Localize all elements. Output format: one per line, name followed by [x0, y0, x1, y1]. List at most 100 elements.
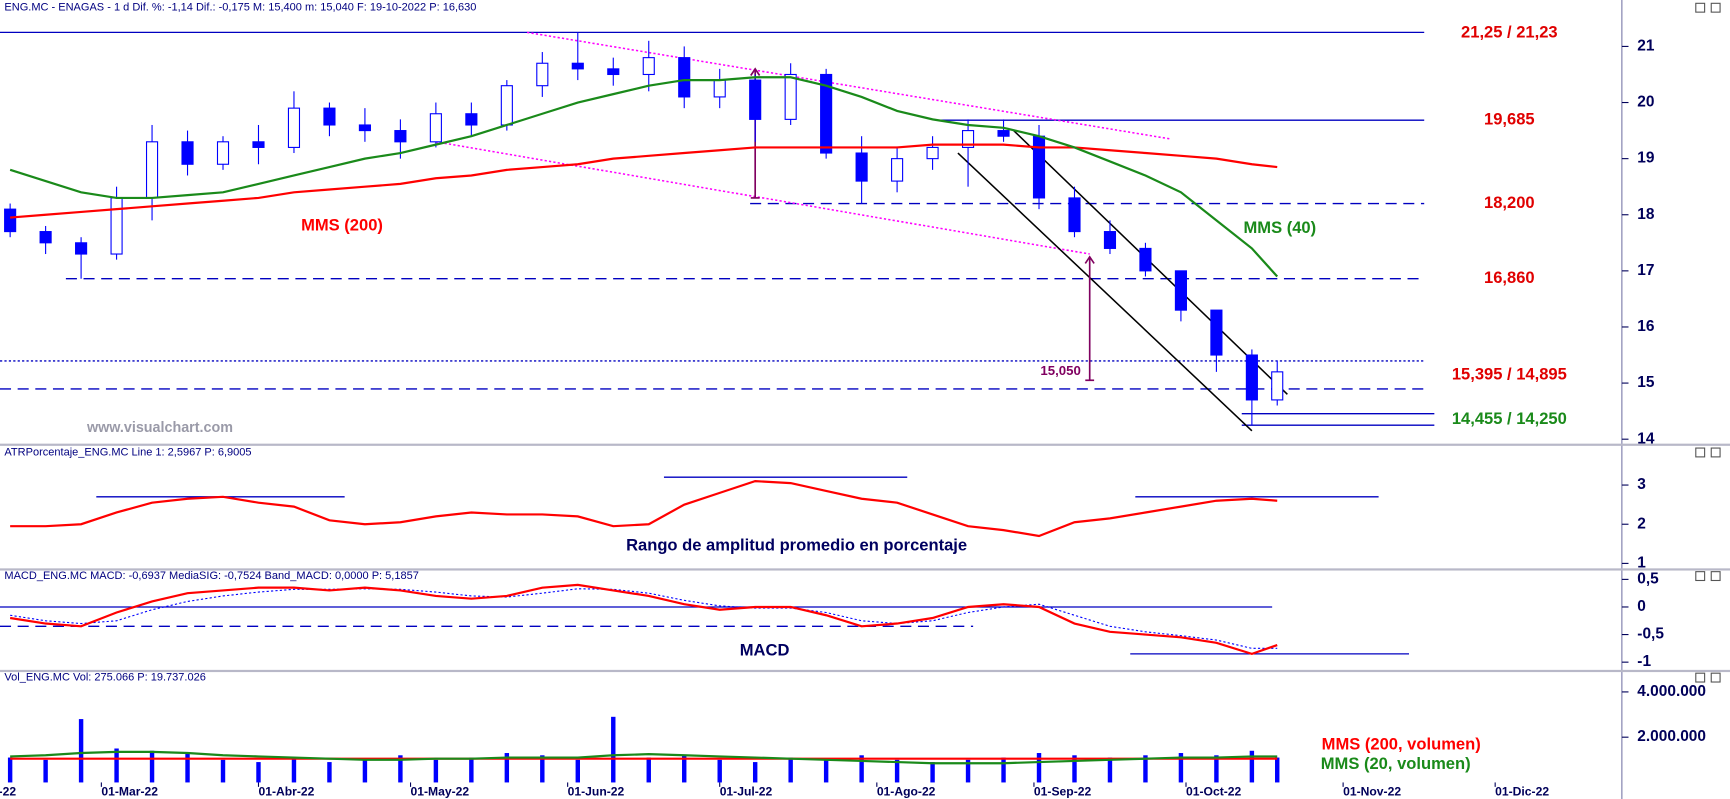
arrow-label: 15,050: [1040, 363, 1080, 378]
close-button[interactable]: [1710, 2, 1721, 13]
y-tick-label: 15: [1637, 374, 1655, 391]
level-label: 14,455 / 14,250: [1452, 409, 1567, 428]
candle-body: [500, 85, 513, 126]
x-tick-label: 01-Feb-22: [0, 785, 16, 799]
candle-body: [429, 113, 442, 143]
candle-body: [642, 57, 655, 76]
volume-bar: [1275, 757, 1280, 783]
x-tick-label: 01-Sep-22: [1034, 785, 1092, 799]
x-tick-label: 01-Oct-22: [1186, 785, 1242, 799]
y-tick-label: 21: [1637, 37, 1655, 54]
candle-body: [926, 146, 939, 160]
volume-bar: [1072, 755, 1077, 783]
x-tick-label: 01-Jul-22: [720, 785, 773, 799]
volume-bar: [7, 757, 13, 783]
volume-bar: [185, 753, 190, 783]
volume-bar: [930, 762, 935, 783]
candle-body: [713, 79, 726, 98]
line-series: [10, 480, 1278, 538]
volume-bar: [859, 755, 864, 783]
trend-line: [435, 141, 1090, 255]
volume-bar: [1036, 753, 1042, 783]
volume-bar: [362, 759, 368, 783]
series-label: MMS (20, volumen): [1321, 754, 1471, 773]
candle-body: [855, 152, 868, 182]
volume-bar: [114, 748, 119, 783]
panel-separator: [0, 669, 1730, 673]
candle-body: [1210, 309, 1223, 356]
volume-bar: [788, 757, 793, 783]
y-tick-label: 2: [1637, 515, 1646, 532]
x-tick-label: 01-May-22: [411, 785, 470, 799]
volume-bar: [894, 759, 900, 783]
candle-body: [358, 124, 371, 132]
window-buttons[interactable]: [1695, 2, 1721, 683]
panel-header: ATRPorcentaje_ENG.MC Line 1: 2,5967 P: 6…: [4, 446, 251, 458]
volume-bar: [291, 757, 297, 783]
maximize-button[interactable]: [1695, 571, 1706, 582]
watermark: www.visualchart.com: [86, 420, 233, 436]
candle-body: [607, 68, 620, 76]
y-tick-label: 2.000.000: [1637, 728, 1706, 745]
candle-body: [1139, 247, 1152, 272]
volume-bar: [1107, 757, 1113, 783]
maximize-button[interactable]: [1695, 447, 1706, 458]
candle-body: [39, 231, 52, 244]
candle-body: [181, 141, 194, 165]
candle-body: [961, 130, 975, 148]
panel-separator: [0, 443, 1730, 446]
volume-bar: [220, 759, 226, 783]
candle-body: [536, 62, 549, 87]
volume-bar: [823, 759, 829, 783]
y-tick-label: 0,5: [1637, 570, 1659, 587]
volume-bar: [469, 757, 474, 783]
candle-body: [784, 73, 797, 120]
panel-annotation: MACD: [740, 640, 790, 659]
candle-body: [394, 130, 407, 143]
x-tick-label: 01-Mar-22: [101, 785, 158, 799]
trend-line: [526, 31, 1171, 140]
trend-line: [957, 152, 1253, 432]
x-tick-label: 01-Ago-22: [877, 785, 936, 799]
line-series: [9, 76, 1279, 278]
volume-bar: [752, 762, 758, 783]
x-tick-label: 01-Jun-22: [568, 785, 625, 799]
panel-annotation: Rango de amplitud promedio en porcentaje: [626, 536, 967, 555]
candle-body: [145, 141, 159, 199]
candle-body: [1103, 231, 1117, 249]
line-series: [10, 588, 1278, 649]
volume-bar: [682, 755, 687, 783]
candle-body: [1271, 371, 1284, 401]
close-button[interactable]: [1710, 447, 1721, 458]
volume-bar: [43, 759, 48, 783]
level-label: 18,200: [1484, 193, 1535, 212]
close-button[interactable]: [1710, 571, 1721, 582]
y-tick-label: 18: [1637, 206, 1655, 223]
candle-body: [997, 130, 1010, 137]
maximize-button[interactable]: [1695, 2, 1706, 13]
y-tick-label: 3: [1637, 476, 1646, 493]
panel-separator: [0, 568, 1730, 571]
maximize-button[interactable]: [1695, 672, 1706, 683]
candle-body: [110, 197, 123, 255]
candle-body: [1245, 354, 1258, 401]
panel-header: ENG.MC - ENAGAS - 1 d Dif. %: -1,14 Dif.…: [4, 2, 476, 14]
volume-bar: [327, 762, 332, 783]
close-button[interactable]: [1710, 672, 1721, 683]
candle-body: [287, 107, 301, 148]
y-tick-label: 16: [1637, 318, 1655, 335]
y-tick-label: 20: [1637, 94, 1654, 111]
level-label: 15,395 / 14,895: [1452, 364, 1567, 383]
candle-body: [4, 208, 17, 233]
y-tick-label: 17: [1637, 262, 1654, 279]
candle-body: [891, 158, 904, 182]
volume-bar: [540, 755, 545, 783]
candle-body: [820, 73, 833, 154]
candle-body: [216, 141, 230, 165]
level-label: 16,860: [1484, 268, 1535, 287]
volume-bar: [575, 759, 580, 783]
volume-bar: [1178, 753, 1184, 783]
candle-body: [1032, 135, 1046, 199]
